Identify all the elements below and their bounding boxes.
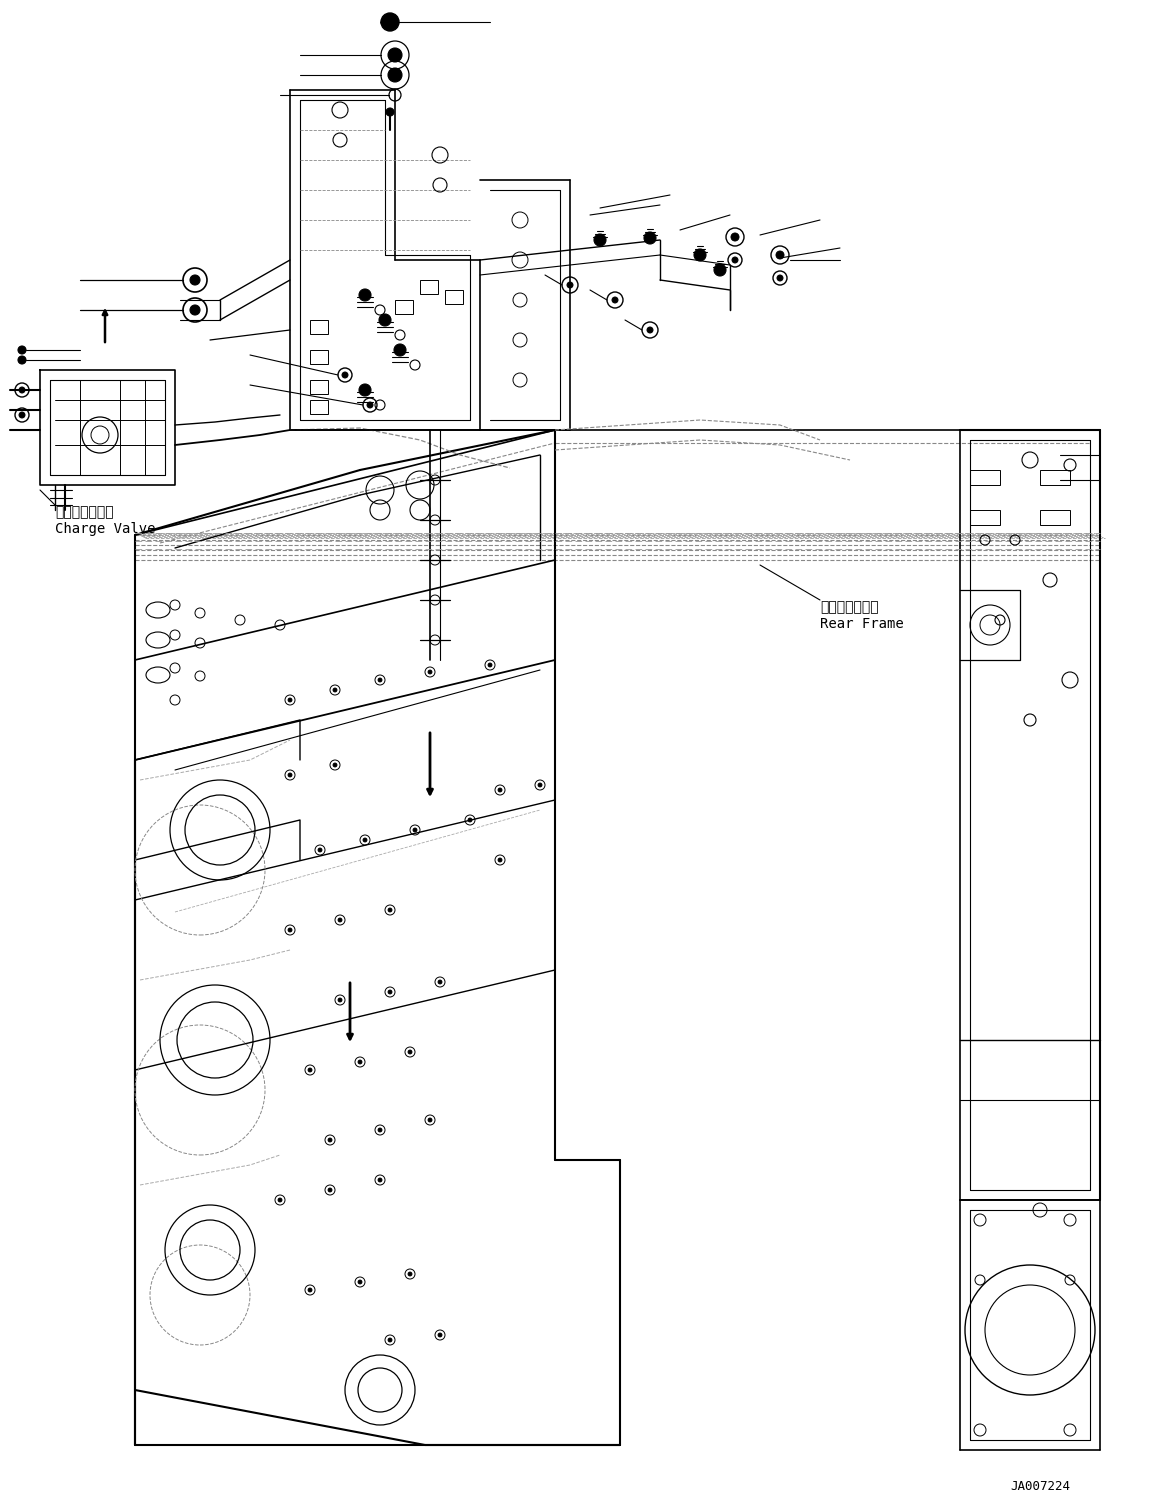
Circle shape — [18, 346, 25, 354]
Circle shape — [18, 357, 25, 364]
Circle shape — [333, 688, 338, 692]
Circle shape — [360, 383, 371, 395]
Circle shape — [731, 233, 739, 242]
Bar — [445, 289, 464, 304]
Circle shape — [388, 909, 392, 912]
Circle shape — [498, 788, 502, 792]
Circle shape — [386, 107, 394, 116]
Circle shape — [438, 1332, 442, 1337]
Circle shape — [190, 304, 200, 315]
Circle shape — [328, 1188, 332, 1192]
Circle shape — [18, 412, 25, 418]
Circle shape — [378, 1128, 381, 1132]
Circle shape — [328, 1138, 332, 1141]
Circle shape — [408, 1273, 412, 1276]
Circle shape — [190, 275, 200, 285]
Text: JA007224: JA007224 — [1010, 1480, 1070, 1492]
Circle shape — [388, 991, 392, 994]
Circle shape — [498, 858, 502, 862]
Circle shape — [612, 297, 618, 303]
Bar — [395, 300, 413, 313]
Circle shape — [358, 1280, 362, 1285]
Circle shape — [360, 289, 371, 301]
Circle shape — [468, 818, 472, 822]
Circle shape — [358, 1059, 362, 1064]
Circle shape — [714, 264, 726, 276]
Circle shape — [408, 1050, 412, 1053]
Text: Charge Valve: Charge Valve — [55, 522, 156, 536]
Circle shape — [18, 386, 25, 392]
Text: チャージバルブ: チャージバルブ — [55, 504, 113, 519]
Circle shape — [388, 1338, 392, 1341]
Circle shape — [288, 698, 292, 703]
Circle shape — [594, 234, 606, 246]
Circle shape — [413, 828, 417, 833]
Circle shape — [333, 762, 338, 767]
Circle shape — [342, 372, 348, 377]
Bar — [310, 319, 328, 334]
Circle shape — [363, 839, 366, 841]
Bar — [970, 470, 1000, 485]
Circle shape — [394, 345, 406, 357]
Circle shape — [647, 327, 653, 333]
Bar — [1040, 510, 1070, 525]
Circle shape — [438, 980, 442, 985]
Bar — [310, 380, 328, 394]
Circle shape — [277, 1198, 282, 1203]
Circle shape — [378, 677, 381, 682]
Circle shape — [307, 1288, 312, 1292]
Text: リヤーフレーム: リヤーフレーム — [820, 600, 879, 615]
Circle shape — [428, 670, 432, 674]
Circle shape — [307, 1068, 312, 1071]
Text: Rear Frame: Rear Frame — [820, 618, 904, 631]
Circle shape — [388, 48, 402, 63]
Circle shape — [777, 275, 783, 280]
Circle shape — [318, 847, 323, 852]
Circle shape — [288, 928, 292, 932]
Circle shape — [288, 773, 292, 777]
Circle shape — [428, 1118, 432, 1122]
Bar — [420, 280, 438, 294]
Circle shape — [338, 918, 342, 922]
Circle shape — [644, 231, 655, 245]
Circle shape — [379, 313, 391, 325]
Circle shape — [538, 783, 542, 786]
Circle shape — [488, 662, 492, 667]
Circle shape — [388, 69, 402, 82]
Circle shape — [378, 1179, 381, 1182]
Circle shape — [381, 13, 399, 31]
Circle shape — [366, 401, 373, 407]
Bar — [310, 351, 328, 364]
Circle shape — [566, 282, 573, 288]
Circle shape — [694, 249, 706, 261]
Bar — [310, 400, 328, 413]
Circle shape — [338, 998, 342, 1003]
Bar — [1040, 470, 1070, 485]
Circle shape — [776, 251, 784, 260]
Circle shape — [732, 257, 738, 263]
Bar — [970, 510, 1000, 525]
